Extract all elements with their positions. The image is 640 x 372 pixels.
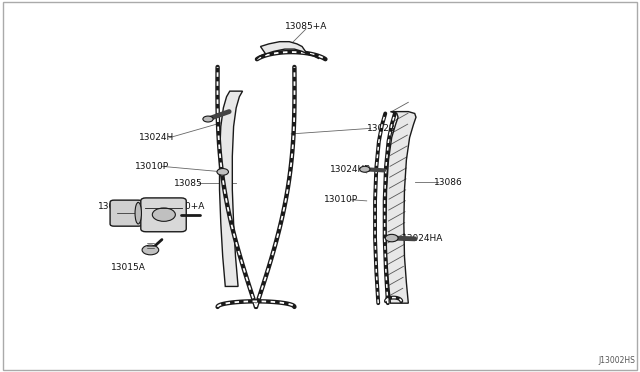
Text: 13010P: 13010P bbox=[134, 162, 169, 171]
Text: 13024H: 13024H bbox=[139, 133, 175, 142]
Text: 13010P: 13010P bbox=[324, 195, 358, 204]
FancyBboxPatch shape bbox=[110, 200, 142, 226]
Circle shape bbox=[385, 234, 398, 242]
Polygon shape bbox=[386, 112, 416, 303]
Text: 13085: 13085 bbox=[175, 179, 203, 187]
Circle shape bbox=[142, 245, 159, 255]
Polygon shape bbox=[220, 91, 243, 286]
Text: 13015A: 13015A bbox=[111, 263, 145, 272]
Ellipse shape bbox=[135, 202, 141, 224]
Circle shape bbox=[203, 116, 213, 122]
Text: J13002HS: J13002HS bbox=[598, 356, 635, 365]
Circle shape bbox=[217, 169, 228, 175]
Text: 13024HB: 13024HB bbox=[330, 165, 371, 174]
Text: 13086: 13086 bbox=[434, 178, 462, 187]
Polygon shape bbox=[260, 42, 307, 54]
FancyBboxPatch shape bbox=[141, 198, 186, 232]
Text: 13028: 13028 bbox=[367, 124, 395, 133]
Circle shape bbox=[360, 166, 370, 172]
Text: 13070: 13070 bbox=[98, 202, 126, 211]
Text: 13070+A: 13070+A bbox=[163, 202, 205, 211]
Circle shape bbox=[152, 208, 175, 221]
Text: 13024HA: 13024HA bbox=[402, 234, 443, 243]
Text: 13085+A: 13085+A bbox=[285, 22, 327, 31]
